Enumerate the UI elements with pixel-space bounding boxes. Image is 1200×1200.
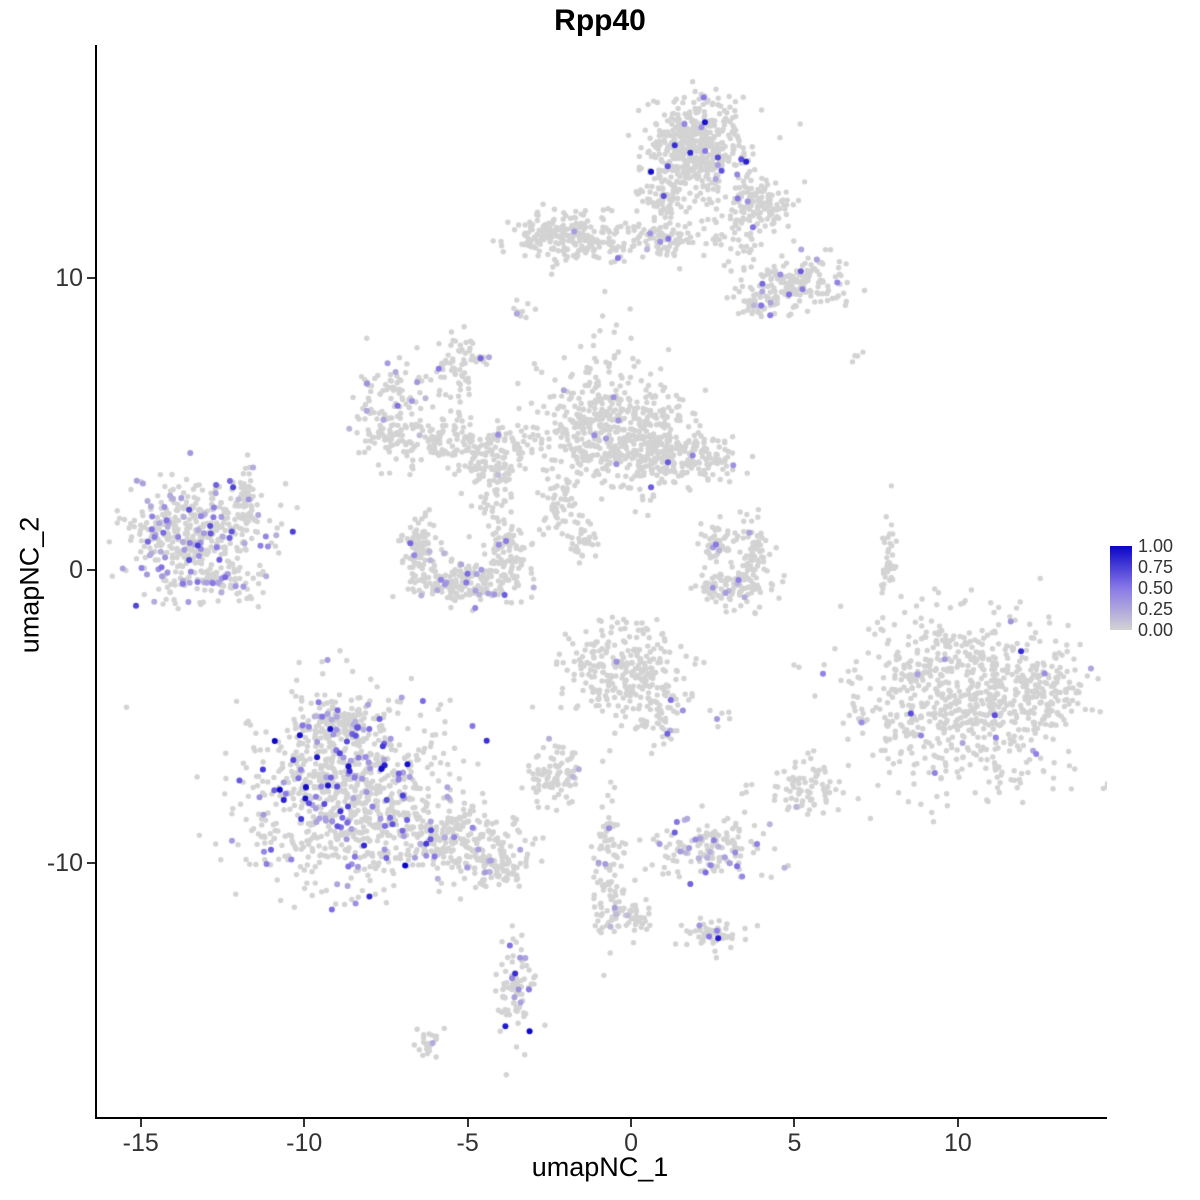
legend-label-075: 0.75 [1138, 557, 1174, 577]
y-tick-label: 10 [55, 263, 83, 292]
legend-label-100: 1.00 [1138, 536, 1174, 556]
x-tick-mark [466, 1119, 469, 1127]
legend-label-050: 0.50 [1138, 578, 1174, 598]
plot-panel [95, 45, 1107, 1119]
x-tick-mark [303, 1119, 306, 1127]
x-tick-label: 5 [787, 1129, 802, 1157]
chart-title: Rpp40 [554, 4, 646, 37]
legend-colorbar [1110, 546, 1132, 630]
y-tick-mark [87, 276, 95, 279]
x-tick-label: -15 [122, 1129, 159, 1157]
y-tick-label: -10 [46, 848, 83, 877]
x-tick-mark [630, 1119, 633, 1127]
x-tick-label: 10 [944, 1129, 972, 1157]
x-tick-label: 0 [624, 1129, 638, 1157]
x-tick-label: -10 [286, 1129, 323, 1157]
y-axis-label: umapNC_2 [14, 516, 45, 654]
y-tick-mark [87, 569, 95, 572]
legend-label-000: 0.00 [1138, 620, 1174, 640]
legend-label-025: 0.25 [1138, 599, 1174, 619]
x-tick-mark [139, 1119, 142, 1127]
x-tick-mark [956, 1119, 959, 1127]
y-tick-label: 0 [69, 556, 83, 585]
umap-scatter-canvas [97, 45, 1107, 1117]
x-axis-label: umapNC_1 [531, 1152, 669, 1182]
x-tick-label: -5 [456, 1129, 479, 1157]
x-tick-mark [793, 1119, 796, 1127]
y-tick-mark [87, 861, 95, 864]
